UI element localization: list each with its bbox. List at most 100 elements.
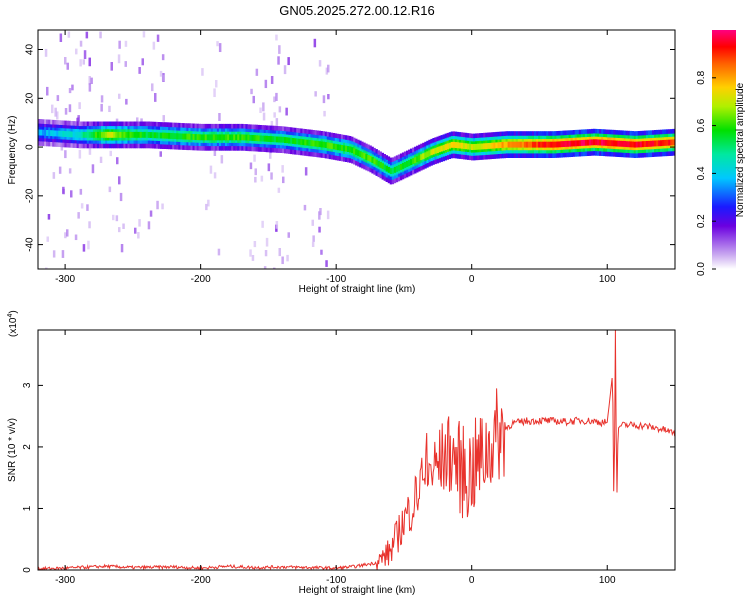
x-tick-label: 0 [469,274,475,285]
spectrogram-ridge-cell [97,131,100,138]
spectrogram-ridge-cell [257,135,260,142]
spectrogram-ridge-cell [434,147,437,154]
spectrogram-noise-cell [270,120,274,128]
spectrogram-ridge-cell [66,131,69,138]
spectrogram-ridge-cell [481,143,484,150]
spectrogram-ridge-cell [60,130,63,137]
spectrogram-ridge-cell [471,144,474,150]
spectrogram-ridge-cell [501,142,504,148]
spectrogram-noise-cell [218,113,221,121]
spectrogram-ridge-cell [454,142,458,148]
spectrogram-noise-cell [79,59,82,67]
spectrogram-ridge-cell [351,147,354,154]
spectrogram-ridge-cell [336,144,340,151]
spectrogram-ridge-cell [196,134,199,141]
spectrogram-ridge-cell [623,141,626,147]
spectrogram-ridge-cell [670,139,673,146]
spectrogram-noise-cell [67,31,71,38]
y-tick-label: 3 [22,382,33,388]
spectrogram-noise-cell [253,241,257,248]
spectrogram-ridge-cell [645,141,649,147]
spectrogram-ridge-cell [532,141,535,148]
spectrogram-ridge-cell [160,132,163,139]
spectrogram-noise-cell [78,102,81,110]
spectrogram-noise-cell [275,221,279,229]
spectrogram-ridge-cell [491,142,494,149]
spectrogram-ridge-cell [123,131,126,138]
spectrogram-ridge-cell [438,146,441,153]
spectrogram-ridge-cell [115,131,118,138]
spectrogram-noise-cell [44,48,48,57]
spectrogram-ridge-cell [401,163,405,169]
spectrogram-noise-cell [134,227,137,234]
spectrogram-ridge-cell [218,134,222,141]
spectrogram-ridge-cell [633,141,637,148]
spectrogram-ridge-cell [591,139,594,146]
spectrogram-noise-cell [205,203,208,211]
spectrogram-ridge-cell [342,145,346,152]
spectrogram-ridge-cell [273,136,277,143]
spectrogram-ridge-cell [389,168,393,174]
spectrogram-noise-cell [314,91,317,97]
spectrogram-ridge-cell [174,133,177,140]
spectrogram-noise-cell [85,31,89,39]
spectrogram-ridge-cell [467,143,470,150]
spectrogram-noise-cell [287,57,290,66]
spectrogram-noise-cell [122,223,125,230]
spectrogram-ridge-cell [586,139,590,146]
spectrogram-ridge-cell [572,140,576,147]
spectrogram-ridge-cell [143,131,147,138]
spectrogram-ridge-cell [200,134,203,141]
spectrogram-ridge-cell [223,134,226,141]
spectrogram-ridge-cell [412,158,415,164]
spectrogram-ridge-cell [662,140,665,146]
spectrogram-ridge-cell [186,133,189,140]
spectrogram-ridge-cell [184,133,187,140]
spectrogram-noise-cell [156,200,159,210]
y-tick-label: -20 [25,188,36,203]
spectrogram-ridge-cell [253,135,256,141]
spectrogram-noise-cell [162,115,165,122]
y-tick-label: 0 [25,144,36,150]
x-tick-label: 0 [469,575,475,586]
spectrogram-noise-cell [66,62,69,70]
spectrogram-ridge-cell [176,133,179,140]
spectrogram-ridge-cell [261,135,264,142]
spectrogram-ridge-cell [444,144,447,150]
spectrogram-frame [37,29,676,270]
spectrogram-ridge-cell [263,135,267,142]
spectrogram-ridge-cell [237,134,240,141]
spectrogram-ridge-cell [141,131,145,138]
spectrogram-ridge-cell [221,134,224,141]
x-tick-label: -300 [55,274,75,285]
spectrogram-noise-cell [254,168,257,176]
spectrogram-ridge-cell [369,156,372,162]
spectrogram-noise-cell [118,227,121,233]
spectrogram-ridge-cell [78,131,82,138]
spectrogram-ridge-cell [656,140,659,147]
spectrogram-noise-cell [64,57,67,65]
spectrogram-noise-cell [141,58,144,66]
spectrogram-noise-cell [259,107,262,113]
y-tick-label: 0 [22,567,33,573]
spectrogram-ridge-cell [88,131,92,138]
spectrogram-noise-cell [56,111,59,120]
spectrogram-noise-cell [273,267,276,269]
spectrogram-ridge-cell [548,141,551,148]
spectrogram-noise-cell [99,31,102,39]
spectrogram-ridge-cell [627,141,630,148]
spectrogram-ridge-cell [534,141,537,148]
spectrogram-noise-cell [273,112,276,118]
spectrogram-ridge-cell [521,141,525,148]
spectrogram-noise-cell [52,172,56,179]
spectrogram-ridge-cell [422,153,425,160]
spectrogram-ridge-cell [157,132,161,139]
spectrogram-noise-cell [80,203,84,209]
spectrogram-ridge-cell [357,150,360,157]
spectrogram-noise-cell [215,80,218,88]
spectrogram-ridge-cell [324,142,328,148]
snr-series-line [38,330,675,570]
spectrogram-ridge-cell [188,133,191,140]
spectrogram-noise-cell [99,156,103,163]
